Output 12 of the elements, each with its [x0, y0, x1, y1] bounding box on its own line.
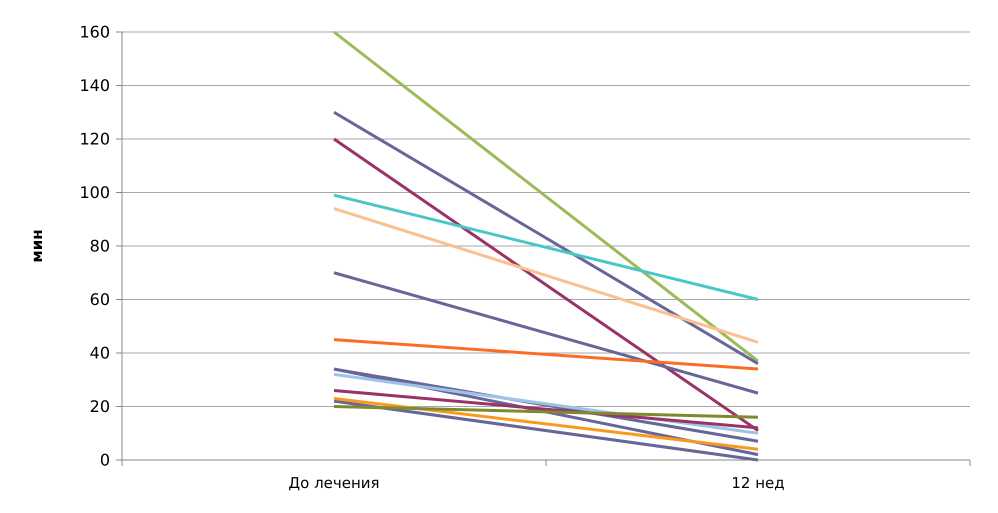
y-tick-label: 60 [90, 290, 110, 310]
y-tick-label: 160 [79, 22, 110, 42]
y-tick-label: 100 [79, 183, 110, 202]
y-tick-label: 0 [100, 450, 110, 470]
y-tick-label: 140 [79, 76, 110, 96]
y-tick-label: 40 [90, 344, 110, 363]
y-tick-label: 20 [90, 397, 110, 416]
y-tick-label: 120 [79, 130, 110, 149]
y-tick-label: 80 [90, 236, 110, 256]
y-axis-title: мин [28, 229, 46, 263]
x-tick-label: До лечения [288, 474, 380, 492]
x-tick-label: 12 нед [731, 474, 785, 492]
